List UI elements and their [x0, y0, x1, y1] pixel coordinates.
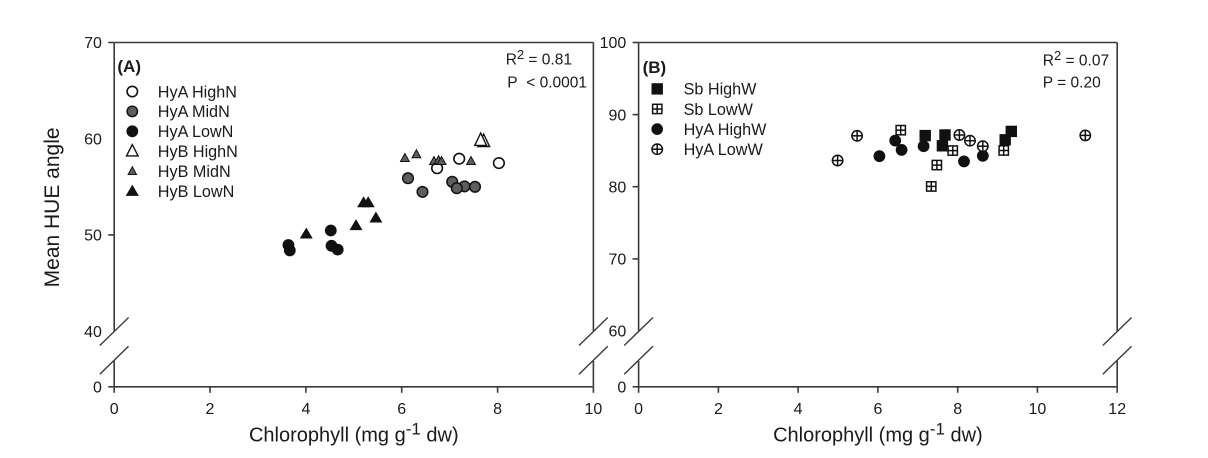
svg-text:90: 90	[609, 107, 627, 124]
svg-text:HyB HighN: HyB HighN	[158, 143, 238, 161]
svg-text:80: 80	[609, 179, 627, 196]
svg-text:10: 10	[585, 401, 603, 418]
svg-text:0: 0	[110, 401, 119, 418]
svg-text:HyA HighN: HyA HighN	[158, 83, 237, 101]
svg-text:70: 70	[84, 35, 102, 52]
svg-text:8: 8	[953, 401, 962, 418]
svg-text:8: 8	[493, 401, 502, 418]
svg-text:60: 60	[609, 324, 627, 341]
svg-text:Chlorophyll (mg g-1 dw): Chlorophyll (mg g-1 dw)	[249, 420, 459, 447]
svg-text:HyA MidN: HyA MidN	[158, 103, 230, 121]
svg-text:P = 0.20: P = 0.20	[1043, 74, 1101, 91]
svg-text:60: 60	[84, 131, 102, 148]
svg-text:0: 0	[93, 380, 102, 397]
svg-text:Mean HUE angle: Mean HUE angle	[41, 127, 64, 287]
svg-text:50: 50	[84, 228, 102, 245]
svg-text:2: 2	[206, 401, 215, 418]
svg-text:Chlorophyll (mg g-1 dw): Chlorophyll (mg g-1 dw)	[773, 420, 983, 447]
svg-text:12: 12	[1108, 401, 1126, 418]
svg-text:HyB LowN: HyB LowN	[158, 183, 234, 201]
svg-text:2: 2	[714, 401, 723, 418]
svg-text:6: 6	[873, 401, 882, 418]
svg-text:Sb LowW: Sb LowW	[684, 101, 754, 119]
svg-text:HyA LowW: HyA LowW	[684, 141, 764, 159]
svg-text:P < 0.0001: P < 0.0001	[507, 74, 587, 91]
svg-text:70: 70	[609, 252, 627, 269]
svg-text:0: 0	[634, 401, 643, 418]
svg-text:(A): (A)	[117, 57, 141, 76]
svg-text:4: 4	[794, 401, 803, 418]
svg-text:0: 0	[617, 380, 626, 397]
svg-text:HyA HighW: HyA HighW	[684, 121, 767, 139]
svg-text:HyA LowN: HyA LowN	[158, 123, 234, 141]
svg-text:100: 100	[600, 35, 627, 52]
svg-text:4: 4	[301, 401, 310, 418]
svg-text:(B): (B)	[643, 58, 667, 77]
svg-text:6: 6	[397, 401, 406, 418]
svg-text:Sb HighW: Sb HighW	[684, 81, 758, 99]
svg-text:HyB MidN: HyB MidN	[158, 163, 231, 181]
svg-text:40: 40	[84, 324, 102, 341]
svg-text:10: 10	[1029, 401, 1047, 418]
